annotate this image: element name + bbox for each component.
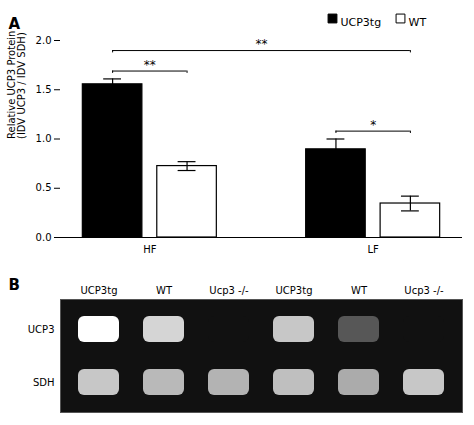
svg-text:UCP3tg: UCP3tg [276,285,313,296]
svg-text:UCP3tg: UCP3tg [81,285,118,296]
svg-text:LF: LF [368,244,380,255]
svg-text:UCP3: UCP3 [28,324,55,335]
svg-text:1.5: 1.5 [36,84,52,95]
svg-text:WT: WT [156,285,173,296]
svg-text:SDH: SDH [33,377,55,388]
svg-text:UCP3tg: UCP3tg [341,16,382,29]
svg-text:1.0: 1.0 [36,133,52,144]
svg-text:0.0: 0.0 [36,232,52,243]
svg-text:Ucp3 -/-: Ucp3 -/- [404,285,444,296]
svg-text:WT: WT [409,16,427,29]
svg-text:0.5: 0.5 [36,182,52,193]
svg-text:HF: HF [143,244,157,255]
svg-text:*: * [370,118,376,132]
svg-text:Relative UCP3 Protein(IDV UCP3: Relative UCP3 Protein(IDV UCP3 / IDV SDH… [6,31,27,139]
svg-text:Ucp3 -/-: Ucp3 -/- [209,285,249,296]
svg-text:WT: WT [351,285,368,296]
svg-text:B: B [9,276,20,294]
svg-text:**: ** [144,58,156,72]
svg-text:**: ** [256,37,268,51]
svg-text:2.0: 2.0 [36,35,52,46]
svg-text:A: A [9,15,21,33]
